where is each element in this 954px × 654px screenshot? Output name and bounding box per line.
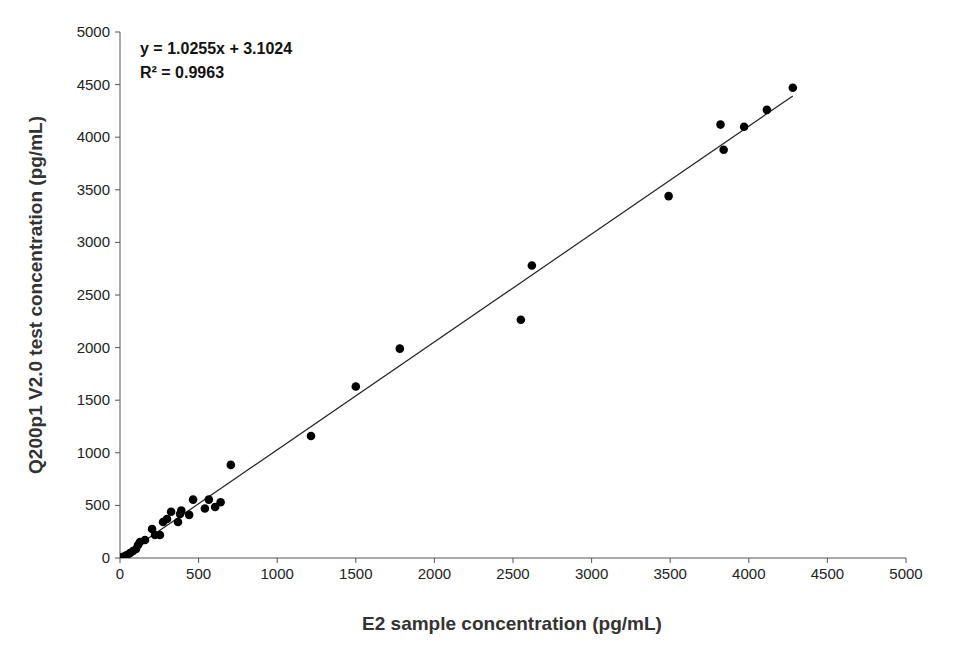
x-tick-label: 2500 bbox=[496, 565, 529, 582]
x-tick-label: 2000 bbox=[418, 565, 451, 582]
x-tick-label: 500 bbox=[186, 565, 211, 582]
data-point bbox=[177, 506, 186, 515]
data-point bbox=[151, 531, 160, 540]
data-point bbox=[189, 495, 198, 504]
chart-container: 0500100015002000250030003500400045005000… bbox=[0, 0, 954, 654]
x-tick bbox=[198, 558, 199, 563]
x-tick bbox=[748, 558, 749, 563]
x-tick-label: 1500 bbox=[339, 565, 372, 582]
y-tick bbox=[115, 558, 120, 559]
y-tick-label: 3000 bbox=[77, 233, 110, 250]
y-tick-label: 2500 bbox=[77, 286, 110, 303]
y-tick-label: 4000 bbox=[77, 128, 110, 145]
x-tick-label: 1000 bbox=[261, 565, 294, 582]
y-axis-title: Q200p1 V2.0 test concentration (pg/mL) bbox=[25, 116, 46, 474]
x-tick-label: 3000 bbox=[575, 565, 608, 582]
data-point bbox=[517, 315, 526, 324]
data-point bbox=[763, 106, 772, 115]
y-tick-label: 0 bbox=[102, 549, 110, 566]
plot-area bbox=[120, 83, 797, 558]
y-tick-label: 500 bbox=[85, 496, 110, 513]
x-tick bbox=[513, 558, 514, 563]
x-tick bbox=[906, 558, 907, 563]
data-point bbox=[201, 504, 210, 513]
y-tick-label: 4500 bbox=[77, 76, 110, 93]
data-point bbox=[211, 503, 220, 512]
y-tick bbox=[115, 505, 120, 506]
data-point bbox=[185, 511, 194, 520]
data-point bbox=[396, 344, 405, 353]
x-tick bbox=[670, 558, 671, 563]
x-tick-label: 3500 bbox=[654, 565, 687, 582]
y-tick-label: 2000 bbox=[77, 339, 110, 356]
y-tick bbox=[115, 137, 120, 138]
data-point bbox=[174, 518, 183, 527]
annotation: R² = 0.9963 bbox=[140, 64, 224, 81]
x-tick bbox=[434, 558, 435, 563]
data-point bbox=[227, 461, 236, 470]
x-tick bbox=[277, 558, 278, 563]
annotation: y = 1.0255x + 3.1024 bbox=[140, 40, 292, 57]
x-axis-title: E2 sample concentration (pg/mL) bbox=[362, 613, 662, 634]
data-point bbox=[352, 382, 361, 391]
data-point bbox=[719, 146, 728, 155]
x-tick bbox=[355, 558, 356, 563]
data-point bbox=[716, 120, 725, 129]
y-tick-label: 1500 bbox=[77, 391, 110, 408]
chart-svg: 0500100015002000250030003500400045005000… bbox=[0, 0, 954, 654]
x-tick bbox=[591, 558, 592, 563]
x-tick bbox=[120, 558, 121, 563]
data-point bbox=[159, 518, 168, 527]
y-tick bbox=[115, 295, 120, 296]
data-point bbox=[307, 432, 316, 441]
y-tick bbox=[115, 242, 120, 243]
y-tick bbox=[115, 189, 120, 190]
trendline bbox=[122, 96, 793, 556]
y-tick bbox=[115, 347, 120, 348]
x-tick-label: 4500 bbox=[811, 565, 844, 582]
x-tick-label: 4000 bbox=[732, 565, 765, 582]
y-tick bbox=[115, 400, 120, 401]
y-tick-label: 5000 bbox=[77, 23, 110, 40]
y-tick bbox=[115, 32, 120, 33]
data-point bbox=[664, 192, 673, 201]
data-point bbox=[740, 122, 749, 131]
x-tick-label: 0 bbox=[116, 565, 124, 582]
x-tick-label: 5000 bbox=[889, 565, 922, 582]
data-point bbox=[528, 261, 537, 270]
y-tick-label: 1000 bbox=[77, 444, 110, 461]
y-tick bbox=[115, 84, 120, 85]
data-point bbox=[789, 83, 798, 92]
data-point bbox=[129, 547, 138, 556]
data-point bbox=[167, 507, 176, 516]
y-tick bbox=[115, 452, 120, 453]
y-tick-label: 3500 bbox=[77, 181, 110, 198]
data-point bbox=[205, 495, 214, 504]
x-tick bbox=[827, 558, 828, 563]
